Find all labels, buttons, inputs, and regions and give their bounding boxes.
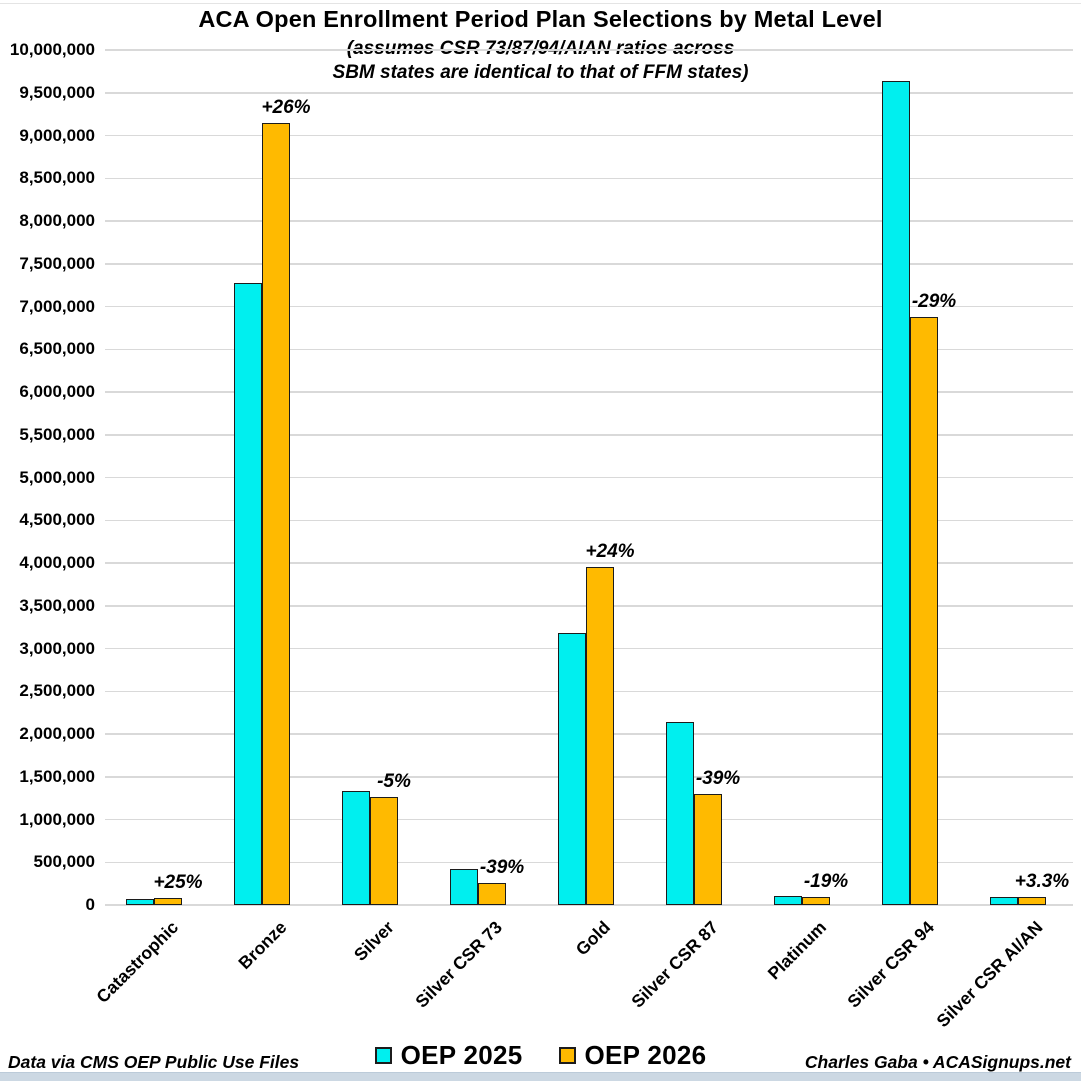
pct-change-annotation: -39% xyxy=(695,767,741,789)
gridline xyxy=(105,391,1073,393)
x-axis-label: Silver CSR 94 xyxy=(843,917,939,1012)
chart-title: ACA Open Enrollment Period Plan Selectio… xyxy=(198,6,883,32)
y-axis-label: 9,500,000 xyxy=(19,82,95,102)
bar-oep-2026 xyxy=(478,882,506,905)
y-axis-label: 500,000 xyxy=(33,852,95,872)
gridline xyxy=(105,49,1073,51)
y-axis-label: 4,500,000 xyxy=(19,510,95,530)
y-axis-label: 9,000,000 xyxy=(19,125,95,145)
x-axis-label: Silver CSR 73 xyxy=(411,917,507,1012)
chart-subtitle-line-1: (assumes CSR 73/87/94/AIAN ratios across xyxy=(346,38,735,59)
bar-oep-2025 xyxy=(882,80,910,905)
y-axis-label: 0 xyxy=(85,895,95,914)
y-axis-label: 3,500,000 xyxy=(19,595,95,615)
bar-oep-2025 xyxy=(450,869,478,905)
gridline xyxy=(105,134,1073,137)
legend-swatch xyxy=(374,1047,392,1064)
legend-swatch xyxy=(558,1047,576,1064)
pct-change-annotation: -5% xyxy=(377,770,411,792)
chart-subtitle-line-2: SBM states are identical to that of FFM … xyxy=(332,62,749,83)
pct-change-annotation: +24% xyxy=(585,540,635,562)
pct-change-annotation: -29% xyxy=(911,290,957,312)
legend: OEP 2025 OEP 2026 xyxy=(0,1040,1081,1071)
bar-oep-2026 xyxy=(910,316,938,905)
y-axis-label: 7,000,000 xyxy=(19,296,95,316)
y-axis-label: 1,000,000 xyxy=(19,809,95,829)
bar-oep-2026 xyxy=(586,566,614,905)
gridline xyxy=(105,904,1073,906)
bar-oep-2025 xyxy=(342,790,370,905)
legend-label: OEP 2025 xyxy=(400,1040,523,1070)
pct-change-annotation: -19% xyxy=(803,871,849,893)
bar-oep-2026 xyxy=(694,793,722,905)
y-axis-label: 7,500,000 xyxy=(19,253,95,273)
bar-oep-2025 xyxy=(990,897,1018,905)
bar-oep-2025 xyxy=(774,895,802,905)
top-divider xyxy=(0,3,1081,4)
bar-oep-2026 xyxy=(154,898,182,905)
y-axis-label: 5,000,000 xyxy=(19,467,95,487)
x-axis-label: Gold xyxy=(571,917,615,960)
y-axis-label: 4,000,000 xyxy=(19,553,95,572)
x-axis-label: Silver CSR 87 xyxy=(627,917,723,1012)
gridline xyxy=(105,562,1073,564)
legend-item-oep-2026: OEP 2026 xyxy=(558,1040,707,1071)
bar-oep-2025 xyxy=(234,283,262,905)
pct-change-annotation: +25% xyxy=(153,872,203,894)
x-axis-label: Bronze xyxy=(234,917,291,974)
bar-oep-2026 xyxy=(802,897,830,905)
y-axis-label: 2,000,000 xyxy=(19,724,95,743)
pct-change-annotation: +3.3% xyxy=(1014,871,1070,893)
gridline xyxy=(105,519,1073,521)
y-axis-label: 6,000,000 xyxy=(19,382,95,401)
pct-change-annotation: +26% xyxy=(261,96,311,118)
y-axis-label: 3,000,000 xyxy=(19,638,95,658)
x-axis-label: Silver CSR AI/AN xyxy=(932,917,1047,1032)
bar-oep-2025 xyxy=(126,899,154,905)
gridline xyxy=(105,348,1073,350)
y-axis-label: 1,500,000 xyxy=(19,766,95,786)
bar-oep-2026 xyxy=(370,796,398,905)
bar-oep-2025 xyxy=(558,632,586,905)
gridline xyxy=(105,434,1073,436)
bottom-strip xyxy=(0,1072,1081,1081)
bar-oep-2026 xyxy=(262,122,290,905)
gridline xyxy=(105,177,1073,179)
gridline xyxy=(105,92,1073,94)
x-axis-label: Platinum xyxy=(763,917,831,984)
footer-author-credit: Charles Gaba • ACASignups.net xyxy=(804,1052,1071,1072)
gridline xyxy=(105,220,1073,222)
y-axis-label: 10,000,000 xyxy=(9,40,95,59)
y-axis-label: 8,500,000 xyxy=(19,168,95,188)
footer-source-credit: Data via CMS OEP Public Use Files xyxy=(8,1052,300,1072)
pct-change-annotation: -39% xyxy=(479,856,525,878)
bar-oep-2026 xyxy=(1018,897,1046,905)
legend-item-oep-2025: OEP 2025 xyxy=(374,1040,523,1071)
gridline xyxy=(105,305,1073,308)
gridline xyxy=(105,476,1073,479)
y-axis-label: 2,500,000 xyxy=(19,681,95,701)
gridline xyxy=(105,263,1073,265)
y-axis-label: 6,500,000 xyxy=(19,339,95,359)
y-axis-label: 8,000,000 xyxy=(19,211,95,230)
x-axis-label: Silver xyxy=(350,917,399,965)
x-axis-label: Catastrophic xyxy=(92,917,183,1007)
legend-label: OEP 2026 xyxy=(584,1040,707,1070)
y-axis-label: 5,500,000 xyxy=(19,424,95,444)
bar-oep-2025 xyxy=(666,722,694,905)
